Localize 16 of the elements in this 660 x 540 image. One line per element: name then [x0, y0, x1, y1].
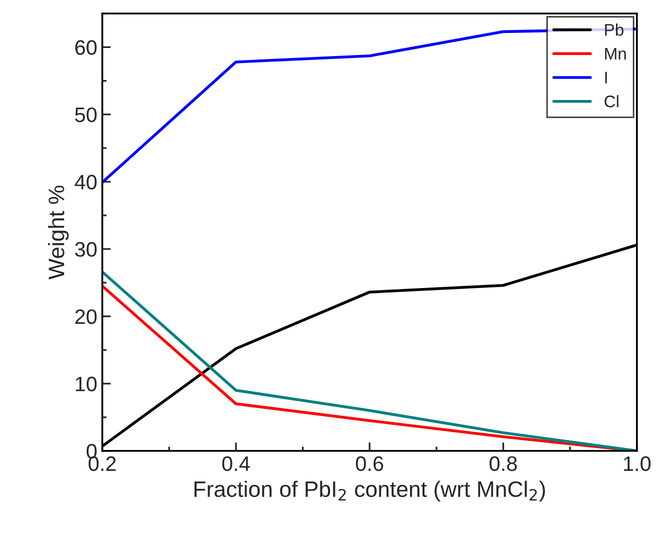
y-tick-label: 50: [75, 107, 97, 122]
x-tick-label: 0.6: [356, 456, 384, 472]
y-tick-label: 60: [75, 40, 97, 55]
x-axis-title: Fraction of PbI$_{2}$ content (wrt MnCl$_{2}$): [194, 480, 545, 502]
x-tick-label: 0.4: [222, 456, 250, 472]
legend-label: Pb: [605, 24, 624, 36]
legend-label: Cl: [604, 95, 618, 108]
y-tick-label: 40: [74, 174, 97, 190]
y-tick-label: 30: [75, 242, 97, 257]
legend-label: I: [605, 72, 607, 84]
y-tick-label: 20: [75, 309, 97, 324]
x-tick-label: 0.8: [490, 456, 517, 472]
x-tick-label: 1.0: [624, 456, 651, 472]
legend-label: Mn: [605, 48, 626, 60]
y-axis-title: Weight %: [48, 186, 69, 280]
y-tick-label: 10: [76, 376, 97, 392]
